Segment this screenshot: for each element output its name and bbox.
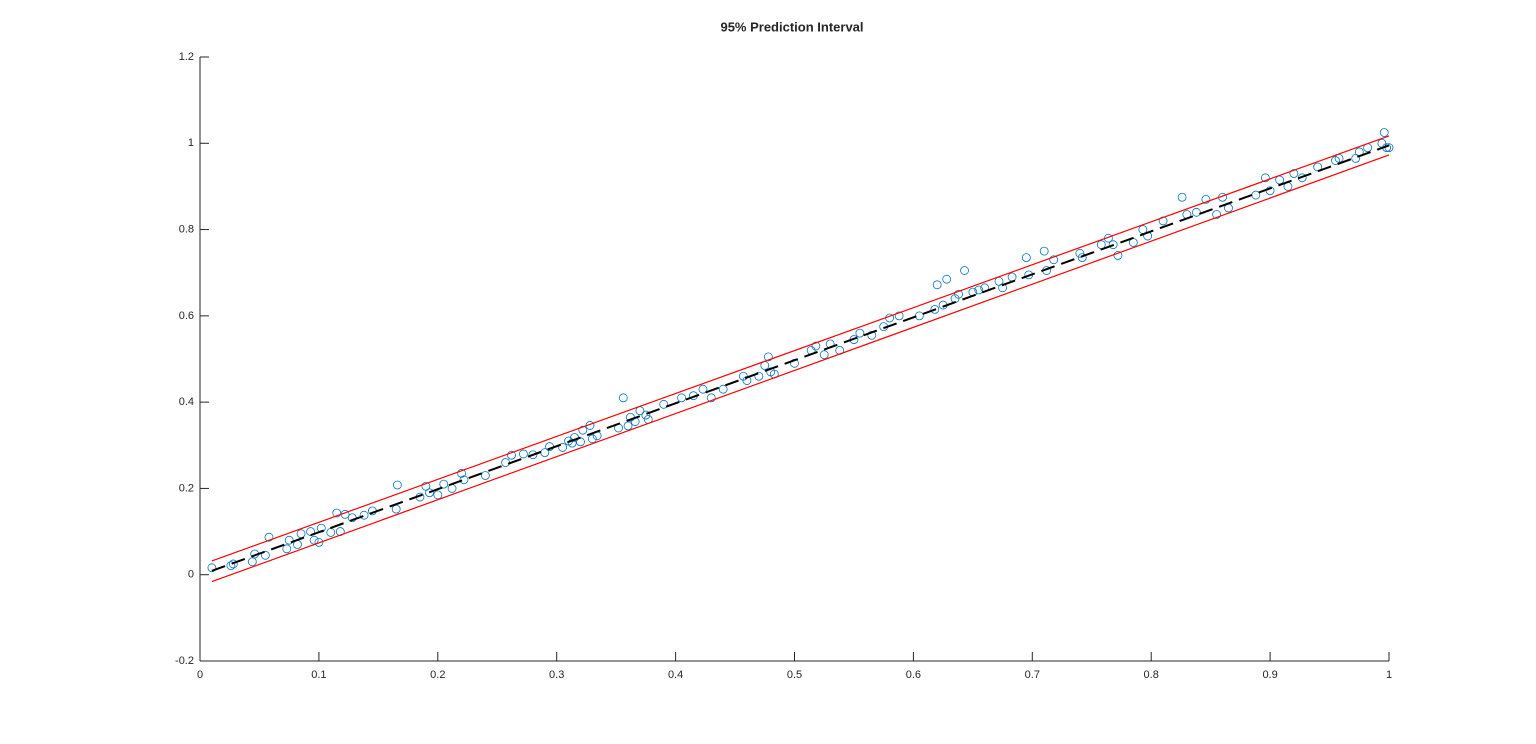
data-point	[326, 528, 336, 537]
data-point	[867, 330, 877, 340]
data-point	[932, 280, 942, 290]
data-point	[698, 384, 708, 394]
data-point	[1077, 253, 1087, 263]
x-tick-label: 0.6	[906, 669, 921, 681]
interval-line	[211, 154, 1390, 583]
data-point	[528, 450, 538, 460]
data-point	[1212, 210, 1221, 219]
data-point	[392, 480, 402, 490]
y-tick-label: -0.2	[175, 655, 194, 667]
data-point	[811, 341, 821, 351]
data-point	[754, 371, 764, 381]
x-tick-label: 0.5	[787, 669, 802, 681]
y-tick-label: 0.4	[179, 396, 194, 408]
data-point	[439, 479, 449, 489]
x-tick-label: 0.2	[430, 669, 445, 681]
x-tick-label: 0.1	[311, 669, 326, 681]
data-point	[284, 535, 294, 545]
data-point	[578, 425, 588, 435]
data-point	[1275, 175, 1285, 185]
y-tick-label: 0	[188, 569, 194, 581]
data-point	[819, 350, 829, 360]
y-tick-label: 1.2	[179, 51, 194, 63]
x-tick-label: 0.3	[549, 669, 564, 681]
data-point	[1075, 248, 1085, 258]
y-tick-label: 0.8	[179, 223, 194, 235]
data-point	[960, 266, 969, 275]
data-point	[207, 563, 217, 573]
data-point	[226, 561, 236, 571]
data-point	[519, 449, 528, 459]
data-point	[1313, 162, 1323, 172]
data-point	[641, 410, 651, 420]
data-point	[282, 544, 292, 554]
data-point	[391, 504, 401, 514]
data-point	[974, 285, 984, 295]
data-point	[228, 559, 238, 569]
data-point	[1191, 207, 1201, 217]
data-point	[1289, 169, 1299, 178]
data-point	[587, 434, 597, 444]
data-point	[855, 328, 865, 338]
y-tick-label: 0.2	[179, 482, 194, 494]
data-point	[314, 537, 324, 547]
data-point	[1201, 194, 1211, 204]
data-point	[332, 508, 342, 518]
data-point	[306, 527, 315, 536]
data-point	[1049, 255, 1059, 265]
data-point	[433, 490, 443, 500]
data-point	[954, 289, 963, 299]
y-tick-label: 0.6	[179, 310, 194, 322]
x-tick-label: 0.8	[1144, 669, 1159, 681]
data-point	[1007, 272, 1017, 282]
data-point	[480, 471, 490, 480]
data-point	[1177, 192, 1187, 202]
data-point	[296, 529, 306, 539]
data-point	[425, 488, 434, 498]
data-point	[930, 304, 940, 314]
data-point	[1113, 251, 1123, 260]
data-point	[260, 550, 270, 560]
data-point	[1260, 173, 1270, 183]
fit-line	[211, 144, 1390, 572]
data-point	[247, 557, 257, 567]
data-point	[459, 475, 469, 485]
data-point	[914, 311, 924, 321]
data-point	[763, 352, 773, 362]
data-point	[894, 311, 904, 321]
data-point	[1039, 246, 1049, 256]
data-point	[558, 443, 568, 452]
data-point	[264, 532, 274, 542]
x-tick-label: 0.7	[1025, 669, 1040, 681]
data-point	[1021, 253, 1031, 263]
x-tick-label: 0.9	[1262, 669, 1277, 681]
data-point	[359, 510, 369, 520]
x-tick-label: 0	[197, 669, 203, 681]
chart-title: 95% Prediction Interval	[720, 19, 863, 34]
data-point	[507, 450, 516, 460]
x-tick-label: 1	[1386, 669, 1392, 681]
data-point	[942, 274, 952, 284]
data-point	[998, 283, 1007, 293]
data-point	[501, 458, 510, 467]
interval-line	[211, 135, 1390, 562]
data-point	[706, 393, 716, 403]
data-point	[457, 468, 466, 478]
data-point	[1108, 240, 1118, 250]
data-point	[677, 393, 686, 403]
data-point	[618, 393, 628, 403]
data-point	[718, 384, 728, 394]
x-tick-label: 0.4	[668, 669, 683, 681]
data-point	[1379, 128, 1389, 137]
data-point	[623, 421, 633, 431]
y-tick-label: 1	[188, 137, 194, 149]
data-point	[659, 399, 669, 409]
